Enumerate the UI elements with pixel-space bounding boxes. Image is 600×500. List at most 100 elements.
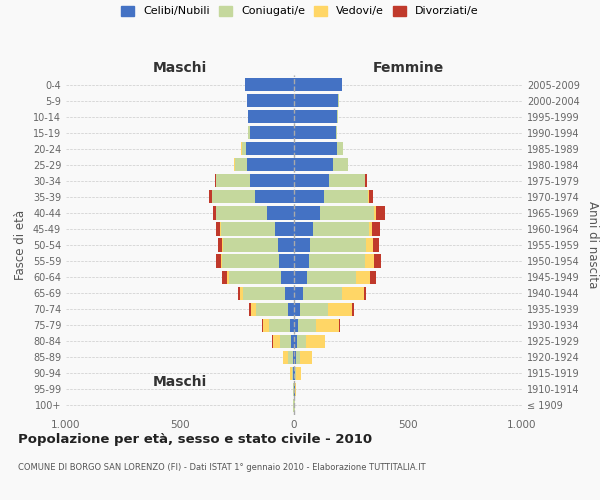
Bar — [291, 334, 294, 348]
Bar — [220, 222, 221, 235]
Bar — [320, 206, 374, 220]
Bar — [294, 286, 303, 300]
Bar — [356, 270, 370, 283]
Bar — [293, 350, 294, 364]
Bar — [295, 383, 296, 396]
Bar — [307, 270, 356, 283]
Bar — [296, 366, 301, 380]
Bar — [337, 142, 343, 156]
Bar — [256, 302, 287, 316]
Bar — [286, 286, 294, 300]
Bar — [300, 350, 312, 364]
Bar — [374, 206, 376, 220]
Bar — [250, 174, 294, 188]
Bar — [223, 238, 278, 252]
Bar — [329, 174, 365, 188]
Bar — [247, 158, 294, 172]
Bar — [248, 110, 294, 124]
Bar — [364, 286, 366, 300]
Bar — [222, 254, 279, 268]
Bar — [272, 334, 280, 348]
Bar — [238, 286, 240, 300]
Bar — [288, 350, 293, 364]
Bar — [221, 222, 275, 235]
Bar — [372, 222, 380, 235]
Bar — [294, 254, 309, 268]
Bar — [235, 158, 247, 172]
Bar — [368, 190, 369, 203]
Bar — [293, 366, 294, 380]
Bar — [294, 222, 313, 235]
Bar — [369, 222, 372, 235]
Bar — [294, 238, 310, 252]
Bar — [212, 190, 255, 203]
Bar — [309, 254, 365, 268]
Bar — [336, 126, 337, 140]
Bar — [290, 318, 294, 332]
Bar — [294, 110, 337, 124]
Bar — [333, 158, 347, 172]
Bar — [298, 318, 316, 332]
Bar — [287, 302, 294, 316]
Bar — [294, 190, 323, 203]
Text: COMUNE DI BORGO SAN LORENZO (FI) - Dati ISTAT 1° gennaio 2010 - Elaborazione TUT: COMUNE DI BORGO SAN LORENZO (FI) - Dati … — [18, 462, 425, 471]
Bar — [316, 318, 338, 332]
Bar — [222, 270, 227, 283]
Bar — [278, 238, 294, 252]
Bar — [217, 174, 250, 188]
Bar — [370, 270, 376, 283]
Bar — [294, 383, 295, 396]
Bar — [283, 350, 288, 364]
Bar — [216, 254, 221, 268]
Text: Popolazione per età, sesso e stato civile - 2010: Popolazione per età, sesso e stato civil… — [18, 432, 372, 446]
Bar — [365, 254, 374, 268]
Bar — [294, 174, 329, 188]
Bar — [216, 222, 220, 235]
Bar — [249, 302, 251, 316]
Bar — [217, 206, 266, 220]
Bar — [227, 270, 229, 283]
Bar — [255, 190, 294, 203]
Bar — [369, 190, 373, 203]
Bar — [310, 238, 366, 252]
Bar — [246, 142, 294, 156]
Bar — [292, 366, 293, 380]
Bar — [250, 126, 294, 140]
Bar — [262, 318, 263, 332]
Bar — [294, 142, 337, 156]
Bar — [240, 286, 243, 300]
Bar — [281, 270, 294, 283]
Bar — [243, 286, 286, 300]
Bar — [374, 254, 381, 268]
Bar — [294, 318, 298, 332]
Bar — [294, 126, 336, 140]
Bar — [280, 334, 291, 348]
Bar — [215, 174, 216, 188]
Bar — [242, 142, 246, 156]
Bar — [229, 270, 281, 283]
Bar — [212, 206, 216, 220]
Bar — [263, 318, 269, 332]
Bar — [376, 206, 385, 220]
Bar — [300, 302, 328, 316]
Bar — [248, 126, 250, 140]
Bar — [297, 334, 307, 348]
Bar — [294, 302, 300, 316]
Bar — [209, 190, 212, 203]
Bar — [328, 302, 352, 316]
Bar — [296, 350, 300, 364]
Bar — [294, 366, 295, 380]
Bar — [313, 222, 369, 235]
Bar — [307, 334, 325, 348]
Bar — [352, 302, 354, 316]
Bar — [294, 350, 296, 364]
Bar — [373, 238, 379, 252]
Bar — [294, 78, 342, 91]
Bar — [366, 238, 373, 252]
Bar — [251, 302, 256, 316]
Bar — [290, 366, 292, 380]
Bar — [294, 94, 338, 107]
Bar — [294, 270, 307, 283]
Text: Maschi: Maschi — [153, 61, 207, 75]
Bar — [294, 158, 333, 172]
